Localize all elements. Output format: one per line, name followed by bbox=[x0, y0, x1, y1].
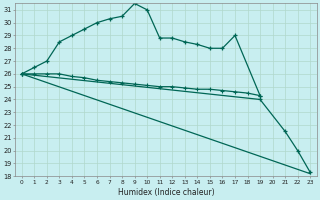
X-axis label: Humidex (Indice chaleur): Humidex (Indice chaleur) bbox=[118, 188, 214, 197]
